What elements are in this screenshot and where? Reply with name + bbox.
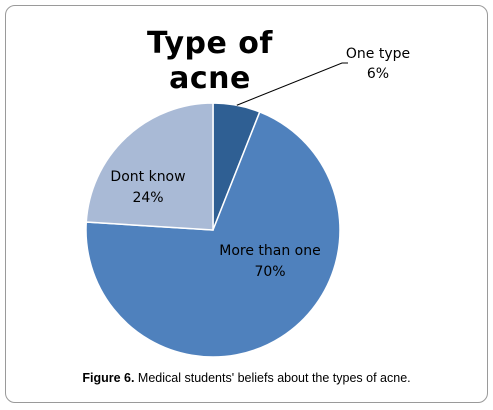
slice-label-one-type: One type — [346, 46, 410, 62]
slice-value-one-type: 6% — [367, 66, 389, 82]
pie-slice-more-than-one — [85, 110, 341, 358]
slice-label-more-than-one: More than one — [219, 243, 320, 259]
slice-value-more-than-one: 70% — [254, 264, 285, 280]
figure-caption: Figure 6. Medical students' beliefs abou… — [0, 371, 493, 385]
caption-label: Figure 6. — [82, 371, 135, 385]
caption-text: Medical students' beliefs about the type… — [134, 371, 411, 385]
leader-line-one-type — [236, 62, 348, 106]
pie-slice-dont-know — [85, 102, 214, 231]
slice-label-dont-know: Dont know — [110, 169, 185, 185]
slice-value-dont-know: 24% — [132, 190, 163, 206]
chart-title: Type of acne — [147, 26, 273, 96]
